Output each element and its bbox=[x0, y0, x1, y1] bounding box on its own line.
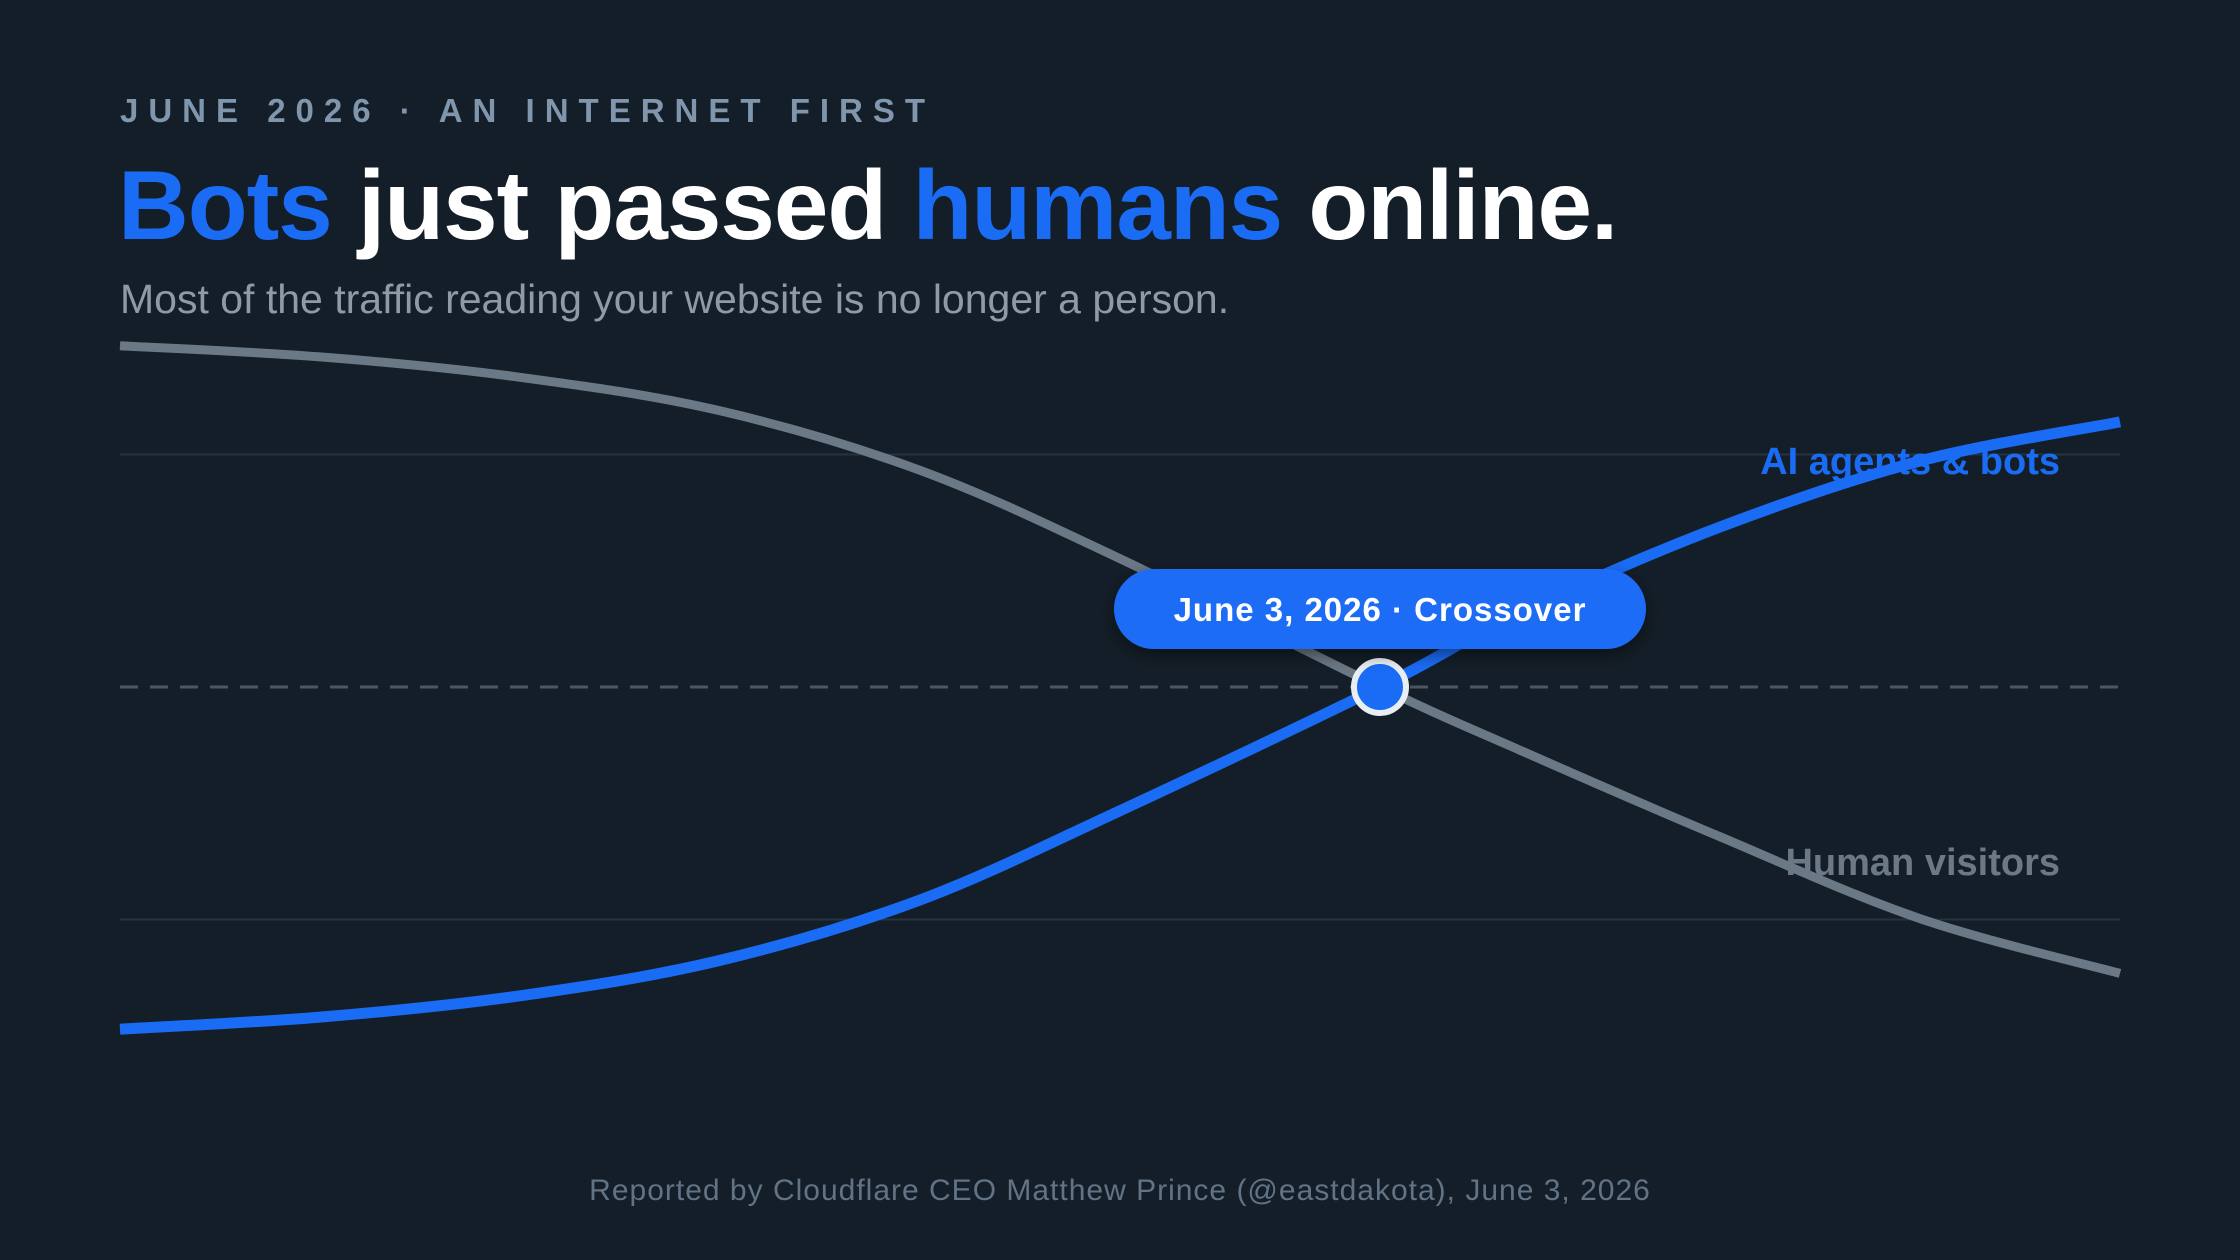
series-line-ai-agents-bots bbox=[119, 416, 2122, 1035]
crossover-point bbox=[1351, 658, 1409, 716]
headline: Bots just passed humans online. bbox=[118, 150, 1618, 260]
series-label-ai-agents-bots: AI agents & bots bbox=[1760, 441, 2060, 483]
headline-online: online. bbox=[1308, 150, 1618, 260]
crossover-callout-pill bbox=[1114, 569, 1646, 649]
series-label-human-visitors: Human visitors bbox=[1785, 842, 2060, 884]
headline-just-passed: just passed bbox=[358, 150, 887, 260]
headline-bots: Bots bbox=[118, 150, 333, 260]
eyebrow-label: JUNE 2026 · AN INTERNET FIRST bbox=[120, 92, 936, 129]
crossover-callout-label: June 3, 2026 · Crossover bbox=[1174, 591, 1587, 628]
source-footer: Reported by Cloudflare CEO Matthew Princ… bbox=[589, 1174, 1651, 1207]
subtitle: Most of the traffic reading your website… bbox=[120, 276, 1230, 322]
series-line-human-visitors bbox=[119, 341, 2122, 978]
headline-humans: humans bbox=[912, 150, 1283, 260]
